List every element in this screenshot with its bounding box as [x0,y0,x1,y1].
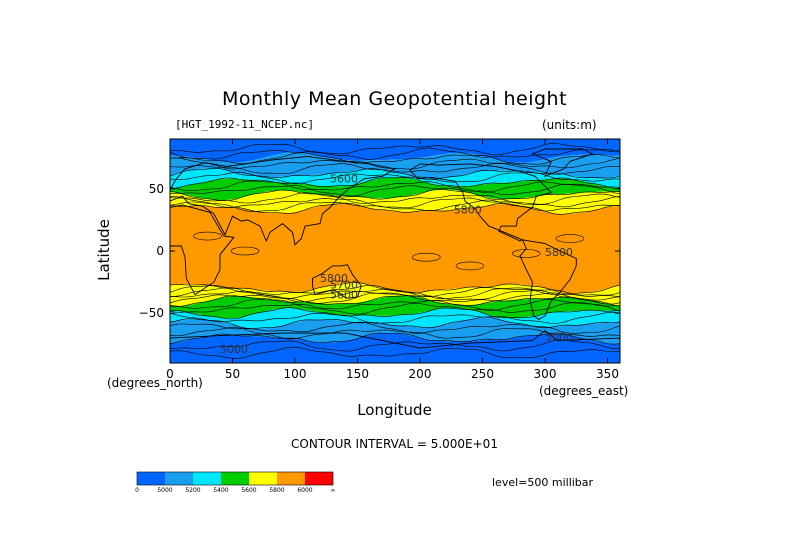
contour-line [170,188,620,202]
contour-line [170,180,620,193]
contour-line [455,261,485,271]
colorbar-swatch [305,472,333,485]
colorbar-swatch [221,472,249,485]
colorbar-swatch [137,472,165,485]
contour-label: 5700 [330,278,358,291]
x-tick-label: 350 [596,367,619,381]
x-tick-label: 50 [225,367,240,381]
contour-line [230,246,260,256]
level-text: level=500 millibar [492,476,594,489]
contour-line [193,231,222,241]
colorbar-swatch [193,472,221,485]
contour-line [170,162,620,175]
continent-north-america [409,163,553,242]
continent-africa [170,204,235,296]
contour-line [170,321,620,334]
x-tick-label: 150 [346,367,369,381]
x-tick-label: 100 [284,367,307,381]
contour-label: 5800 [545,246,573,259]
chart-title: Monthly Mean Geopotential height [221,88,568,110]
contour-line [170,307,620,320]
contour-line [170,311,620,324]
colorbar-label: 6000 [297,487,312,494]
contour-band [170,139,620,163]
y-axis-label: Latitude [95,219,113,281]
contour-line [170,168,620,181]
y-tick-label: −50 [139,306,164,320]
contour-label: 5600 [330,288,358,301]
contour-label: 5600 [330,173,358,186]
contour-line [170,143,620,156]
contour-line [170,183,620,197]
y-tick-label: 50 [149,182,164,196]
contour-line [170,171,620,185]
contour-label: 5000 [220,343,248,356]
contour-interval-text: CONTOUR INTERVAL = 5.000E+01 [291,437,498,451]
contour-band [170,332,620,363]
contour-line [170,316,620,329]
contour-line [170,157,620,170]
colorbar-label: 5600 [241,487,256,494]
contour-line [170,202,620,215]
contour-line [170,284,620,297]
continent-europe-asia [170,155,397,246]
colorbar-label: 5200 [185,487,200,494]
continent-greenland [531,148,594,178]
colorbar-label: 5400 [213,487,228,494]
units-label: (units:m) [542,118,597,132]
continent-south-america [519,239,577,320]
contour-line [170,302,620,315]
contour-line [170,332,620,345]
colorbar-label: 0 [135,487,139,494]
contour-line [511,249,541,258]
colorbar-swatch [277,472,305,485]
colorbar-frame [136,471,334,486]
contour-line [170,299,620,312]
continent-australia [312,264,362,299]
contour-band [170,308,620,329]
contour-label: 5800 [320,272,348,285]
contour-line [170,290,620,303]
contour-line [170,192,620,205]
contour-line [170,177,620,190]
file-label: [HGT_1992-11_NCEP.nc] [175,118,315,131]
y-axis-units: (degrees_north) [107,376,203,390]
contour-line [170,292,620,305]
colorbar-label: 5800 [269,487,284,494]
colorbar-swatch [165,472,193,485]
colorbar-label: 5000 [157,487,172,494]
continent-antarctica [170,330,620,363]
y-tick-label: 0 [156,244,164,258]
colorbar-label: ∞ [331,487,336,494]
colorbar-swatch [249,472,277,485]
x-axis-units: (degrees_east) [539,384,629,398]
contour-label: 5000 [545,331,573,344]
x-tick-label: 250 [471,367,494,381]
x-tick-label: 200 [409,367,432,381]
x-tick-label: 300 [534,367,557,381]
contour-label: 5800 [454,204,482,217]
contour-line [170,327,620,340]
contour-line [170,295,620,308]
contour-line [170,196,620,208]
contour-line [411,252,441,262]
x-axis-label: Longitude [357,401,432,419]
contour-line [170,147,620,160]
contour-line [555,234,585,243]
x-tick-label: 0 [166,367,174,381]
contour-line [170,346,620,359]
